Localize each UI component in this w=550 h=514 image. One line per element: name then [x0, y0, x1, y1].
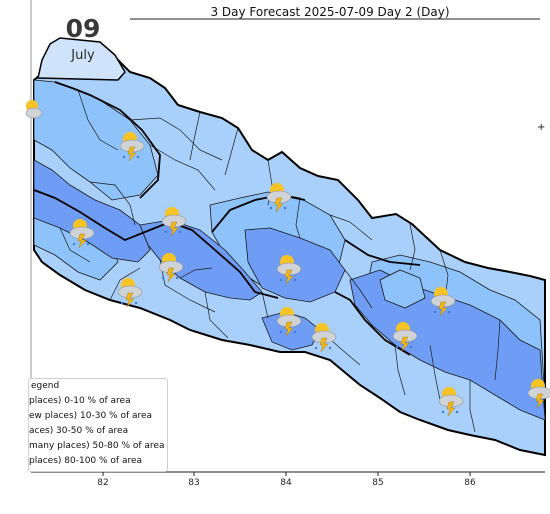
thunderstorm-rain-icon — [25, 100, 43, 119]
thunderstorm-rain-icon — [392, 322, 418, 352]
legend-item: ew places) 10-30 % of area — [29, 411, 153, 421]
thunderstorm-rain-icon — [266, 183, 292, 213]
thunderstorm-rain-icon — [158, 253, 184, 283]
region-dark-east-top — [379, 269, 426, 309]
legend-item: places) 0-10 % of area — [29, 396, 131, 406]
weather-icons — [25, 100, 550, 417]
date-badge: 09 July — [48, 14, 118, 63]
legend-item: aces) 30-50 % of area — [29, 426, 129, 436]
thunderstorm-rain-icon — [527, 379, 550, 409]
x-tick-label: 82 — [97, 478, 109, 488]
thunderstorm-rain-icon — [276, 307, 302, 337]
thunderstorm-rain-icon — [69, 219, 95, 249]
thunderstorm-rain-icon — [161, 207, 187, 237]
x-tick-label: 83 — [188, 478, 200, 488]
date-month: July — [71, 48, 95, 63]
edge-marker: + — [537, 122, 545, 133]
x-tick-label: 84 — [280, 478, 292, 488]
thunderstorm-rain-icon — [276, 255, 302, 285]
legend-title: egend — [31, 381, 60, 391]
date-badge-background — [37, 37, 126, 81]
x-tick-label: 86 — [464, 478, 476, 488]
thunderstorm-rain-icon — [117, 278, 143, 308]
thunderstorm-rain-icon — [119, 132, 145, 162]
date-day: 09 — [65, 14, 101, 43]
legend: egend places) 0-10 % of area ew places) … — [28, 378, 168, 472]
legend-item: places) 80-100 % of area — [29, 456, 143, 466]
thunderstorm-rain-icon — [311, 323, 337, 353]
legend-item: many places) 50-80 % of area — [29, 441, 165, 451]
province-boundaries — [33, 81, 421, 356]
x-tick-label: 85 — [372, 478, 384, 488]
map-title: 3 Day Forecast 2025-07-09 Day 2 (Day) — [210, 5, 450, 19]
thunderstorm-rain-icon — [438, 387, 464, 417]
thunderstorm-rain-icon — [430, 287, 456, 317]
